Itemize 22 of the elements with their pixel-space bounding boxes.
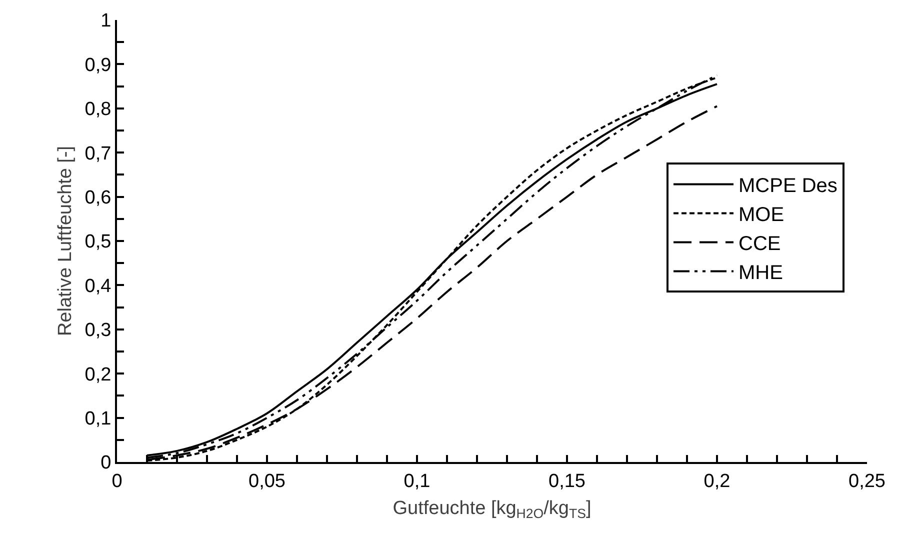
y-tick-label: 1 [100,10,112,32]
y-tick-label: 0,5 [84,232,112,253]
y-tick-label: 0,4 [84,276,112,297]
y-tick-label: 0,1 [84,408,112,430]
legend-label: CCE [738,233,781,256]
x-tick-label: 0,25 [848,470,886,492]
y-tick-label: 0,9 [84,54,112,76]
legend-label: MOE [738,204,784,226]
x-tick-label: 0,15 [548,470,586,492]
y-axis-title: Relative Luftfeuchte [-] [55,146,76,336]
legend-label: MHE [738,262,783,284]
y-tick-label: 0 [100,452,112,474]
y-tick-label: 0,8 [84,99,112,120]
x-axis-title: Gutfeuchte [kg$_{H2O}$/kg$_{TS}$] [392,498,592,522]
x-tick-label: 0,05 [248,470,286,492]
x-tick-label: 0,1 [404,470,430,492]
y-tick-label: 0,7 [84,143,112,164]
y-tick-label: 0,3 [84,320,112,342]
y-tick-label: 0,6 [84,187,112,208]
x-tick-label: 0,2 [704,470,730,492]
y-tick-label: 0,2 [84,364,112,386]
legend-label: MCPE Des [738,175,838,198]
